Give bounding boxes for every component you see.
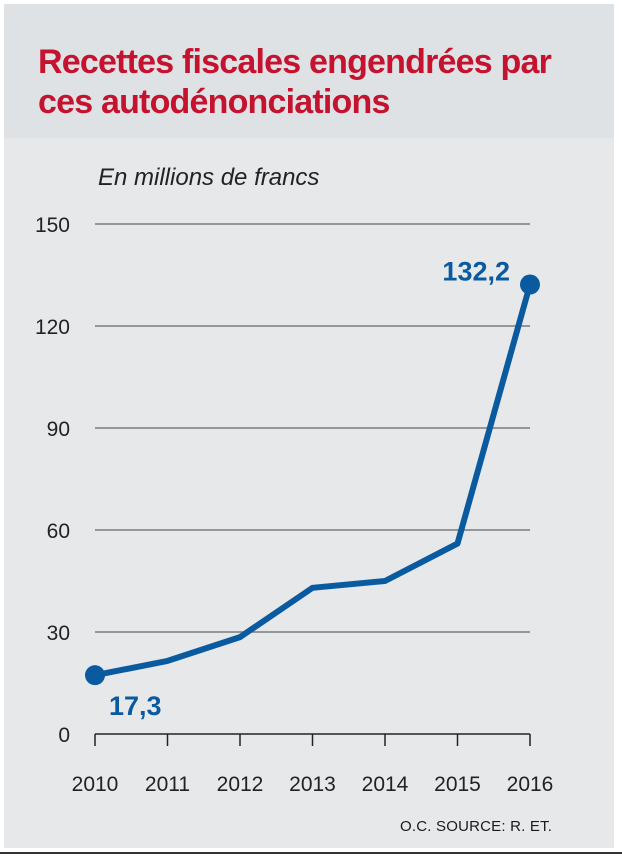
- x-tick-label: 2014: [362, 773, 409, 796]
- data-point: [237, 634, 243, 640]
- x-tick-label: 2013: [289, 773, 336, 796]
- data-point: [165, 658, 171, 664]
- x-tick-label: 2016: [507, 773, 554, 796]
- source-credit: O.C. SOURCE: R. ET.: [400, 818, 553, 835]
- chart-header: Recettes fiscales engendrées par ces aut…: [4, 4, 614, 138]
- x-axis: 2010 2011 2012 2013 2014 2015 2016: [72, 733, 554, 796]
- data-labels: 17,3 132,2: [109, 257, 510, 722]
- y-tick-label: 30: [47, 622, 70, 645]
- data-point: [85, 665, 105, 686]
- series-layer: [85, 274, 540, 686]
- data-point: [382, 578, 388, 584]
- x-tick-label: 2010: [72, 773, 119, 796]
- y-tick-label: 0: [58, 724, 70, 747]
- bottom-rule: [0, 852, 622, 854]
- data-point: [455, 541, 461, 547]
- data-label: 17,3: [109, 691, 162, 721]
- chart-title: Recettes fiscales engendrées par ces aut…: [38, 43, 552, 121]
- series-line: [92, 281, 533, 679]
- data-point: [310, 585, 316, 591]
- y-tick-label: 150: [35, 214, 70, 237]
- y-tick-label: 90: [47, 418, 70, 441]
- data-label: 132,2: [442, 257, 510, 287]
- unit-label: En millions de francs: [98, 164, 319, 191]
- chart-card: Recettes fiscales engendrées par ces aut…: [4, 4, 614, 848]
- y-axis: 0 30 60 90 120 150: [35, 214, 70, 747]
- x-tick-label: 2012: [217, 773, 264, 796]
- y-tick-label: 120: [35, 316, 70, 339]
- x-tick-label: 2011: [145, 773, 190, 796]
- data-point: [520, 274, 540, 295]
- x-tick-label: 2015: [434, 773, 481, 796]
- y-tick-label: 60: [47, 520, 70, 543]
- grid: [95, 223, 530, 633]
